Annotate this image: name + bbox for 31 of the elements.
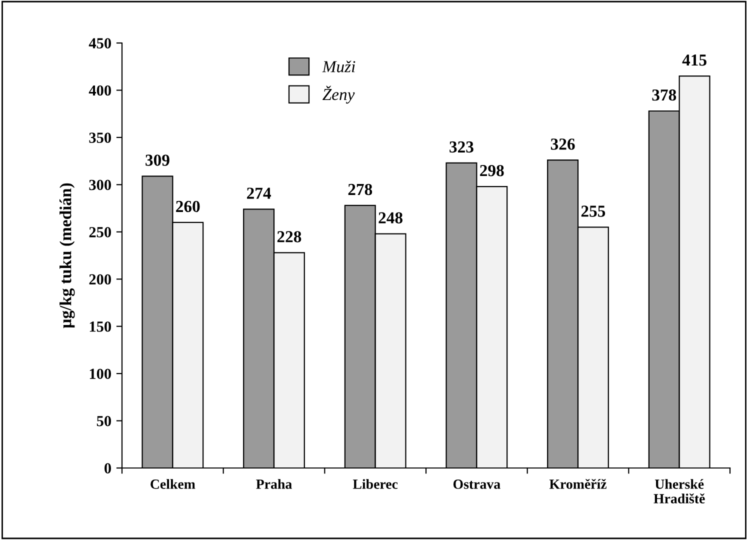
data-label: 260 bbox=[176, 200, 200, 212]
data-label: 278 bbox=[348, 184, 372, 196]
legend-label: Muži bbox=[322, 60, 356, 72]
x-tick-label: Uherské Hradiště bbox=[654, 479, 705, 504]
y-tick-label: 200 bbox=[89, 274, 111, 285]
data-label: 326 bbox=[550, 138, 575, 150]
data-label: 255 bbox=[581, 206, 606, 217]
x-tick-label: Praha bbox=[256, 479, 292, 489]
data-label: 378 bbox=[652, 89, 676, 101]
y-tick-label: 0 bbox=[104, 463, 111, 474]
y-axis-title: µg/kg tuku (medián) bbox=[60, 183, 75, 328]
legend-label: Ženy bbox=[322, 86, 355, 104]
y-tick-label: 400 bbox=[88, 85, 111, 96]
data-label: 323 bbox=[450, 141, 474, 153]
y-tick-label: 150 bbox=[90, 321, 111, 332]
y-tick-label: 350 bbox=[89, 132, 111, 143]
y-tick-label: 100 bbox=[90, 368, 111, 380]
data-label: 309 bbox=[146, 154, 170, 166]
data-label: 248 bbox=[378, 212, 402, 224]
y-tick-label: 250 bbox=[89, 227, 111, 238]
data-label: 274 bbox=[247, 188, 271, 199]
x-tick-label: Celkem bbox=[150, 479, 196, 489]
y-tick-label: 50 bbox=[96, 416, 111, 426]
data-label: 228 bbox=[277, 231, 302, 242]
data-label: 415 bbox=[682, 54, 706, 66]
y-tick-label: 300 bbox=[89, 180, 111, 190]
x-tick-label: Ostrava bbox=[453, 480, 500, 489]
x-tick-label: Kroměříž bbox=[549, 478, 606, 489]
data-label: 298 bbox=[480, 164, 504, 176]
y-tick-label: 450 bbox=[88, 38, 111, 48]
x-tick-label: Liberec bbox=[352, 479, 398, 489]
